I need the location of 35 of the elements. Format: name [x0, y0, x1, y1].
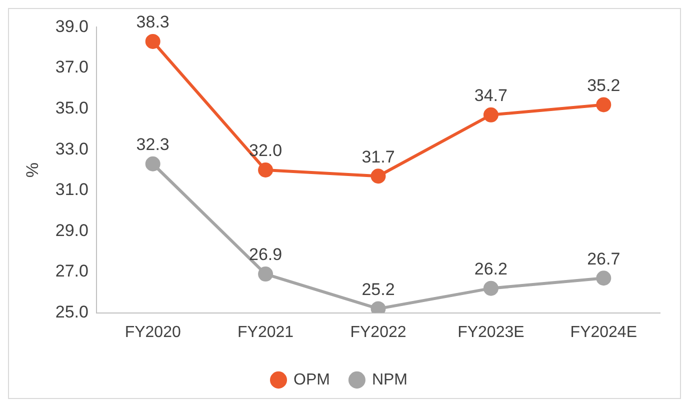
point: [596, 270, 612, 286]
y-tick-label: 37.0: [55, 58, 88, 77]
x-tick-label: FY2023E: [458, 324, 524, 341]
data-label: 32.0: [248, 141, 282, 160]
legend-label: NPM: [372, 371, 408, 388]
data-label: 32.3: [136, 135, 170, 154]
point: [483, 280, 498, 296]
y-axis-title: %: [22, 162, 42, 178]
y-tick-label: 29.0: [55, 220, 88, 240]
y-tick-label: 35.0: [55, 98, 88, 118]
y-tick-label: 39.0: [55, 16, 88, 36]
x-tick-label: FY2021: [238, 324, 294, 341]
x-tick-label: FY2020: [124, 324, 181, 341]
y-tick-label: 31.0: [55, 180, 88, 200]
data-label: 35.2: [587, 76, 620, 95]
y-tick-label: 27.0: [55, 262, 88, 281]
x-tick-label: FY2022: [350, 324, 406, 341]
data-label: 26.2: [474, 260, 508, 279]
legend-label: OPM: [294, 371, 330, 388]
data-label: 26.7: [587, 249, 620, 268]
x-tick-label: FY2024E: [570, 324, 638, 341]
data-label: 25.2: [362, 280, 395, 299]
y-tick-label: 25.0: [55, 302, 88, 322]
data-label: 34.7: [474, 86, 508, 106]
point: [258, 266, 274, 282]
data-label: 26.9: [248, 245, 282, 264]
point: [145, 156, 160, 172]
y-tick-label: 33.0: [55, 139, 88, 158]
point: [370, 168, 386, 184]
data-label: 38.3: [136, 12, 170, 32]
point: [145, 34, 160, 49]
point: [483, 107, 498, 122]
data-label: 31.7: [362, 147, 395, 166]
point: [596, 97, 612, 112]
point: [258, 162, 274, 178]
